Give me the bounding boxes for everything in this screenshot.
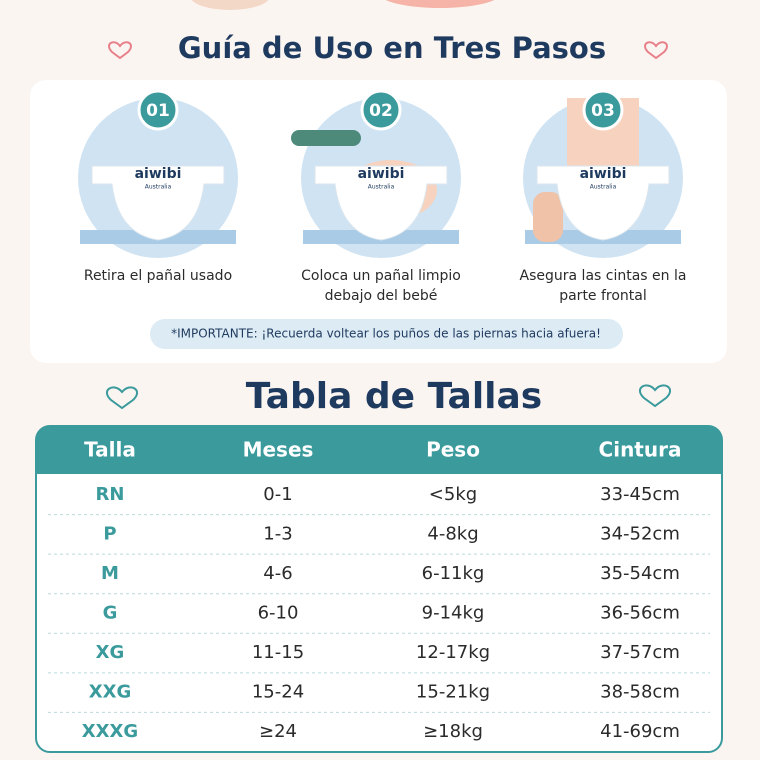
step-badge [360,89,402,131]
table-cell: 34-52cm [600,523,680,544]
guide-title: Guía de Uso en Tres Pasos [178,31,606,65]
table-cell: 41-69cm [600,721,680,742]
step-badge [582,89,624,131]
brand: aiwibi [135,166,182,182]
step-label: debajo del bebé [325,288,438,304]
table-frame [35,425,723,753]
table-cell: <5kg [429,484,477,505]
column-header: Cintura [599,438,682,462]
steps: aiwibi Australia 01 Retira el pañal usado ai… [78,89,687,304]
table-cell: 4-8kg [427,523,478,544]
diaper [314,165,448,241]
table-cell: 6-11kg [422,563,485,584]
brand: aiwibi [580,166,627,182]
table-cell: 35-54cm [600,563,680,584]
hand [533,192,563,242]
heart-icon [105,386,139,410]
step-badge [137,89,179,131]
step-label: parte frontal [559,288,647,304]
column-header: Meses [243,438,314,462]
step-label: Coloca un pañal limpio [301,268,461,284]
brand-sub: Australia [145,184,172,191]
table-cell: 0-1 [263,484,292,505]
size-label: P [103,523,116,544]
table-cell: ≥24 [259,721,297,742]
table-cell: 36-56cm [600,603,680,624]
size-label: M [101,563,119,584]
table-cell: 33-45cm [600,484,680,505]
diaper [91,165,225,241]
note: *IMPORTANTE: ¡Recuerda voltear los puños… [171,327,601,341]
table-cell: 15-24 [252,682,304,703]
table-cell: 37-57cm [600,642,680,663]
step-number: 02 [369,101,393,121]
table-cell: 38-58cm [600,682,680,703]
step-number: 03 [591,101,615,121]
step-number: 01 [146,101,170,121]
brand-sub: Australia [368,184,395,191]
table-cell: 1-3 [263,523,292,544]
table-cell: 11-15 [252,642,304,663]
table-title: Tabla de Tallas [246,376,542,417]
heart-icon [638,384,672,408]
brand: aiwibi [358,166,405,182]
brand-sub: Australia [590,184,617,191]
heart-icon [108,41,132,60]
size-table: Talla Meses Peso Cintura RN 0-1 <5kg 33-45cm P 1-… [48,438,710,742]
table-cell: 4-6 [263,563,292,584]
size-label: XXXG [82,721,138,742]
table-cell: 15-21kg [416,682,490,703]
step-label: Asegura las cintas en la [520,268,687,284]
column-header: Talla [84,438,136,462]
table-cell: 12-17kg [416,642,490,663]
top-decoration [385,0,495,8]
table-header-band [36,426,722,474]
table-cell: 9-14kg [422,603,485,624]
arm [291,130,361,146]
table-cell: ≥18kg [423,721,483,742]
size-label: RN [96,484,125,505]
size-label: XXG [89,682,132,703]
column-header: Peso [426,438,480,462]
top-decoration [191,0,269,10]
size-label: XG [96,642,125,663]
diaper [536,165,670,241]
size-label: G [103,603,118,624]
heart-icon [644,41,668,60]
step-label: Retira el pañal usado [84,268,232,284]
note-pill [150,319,623,349]
table-cell: 6-10 [258,603,299,624]
